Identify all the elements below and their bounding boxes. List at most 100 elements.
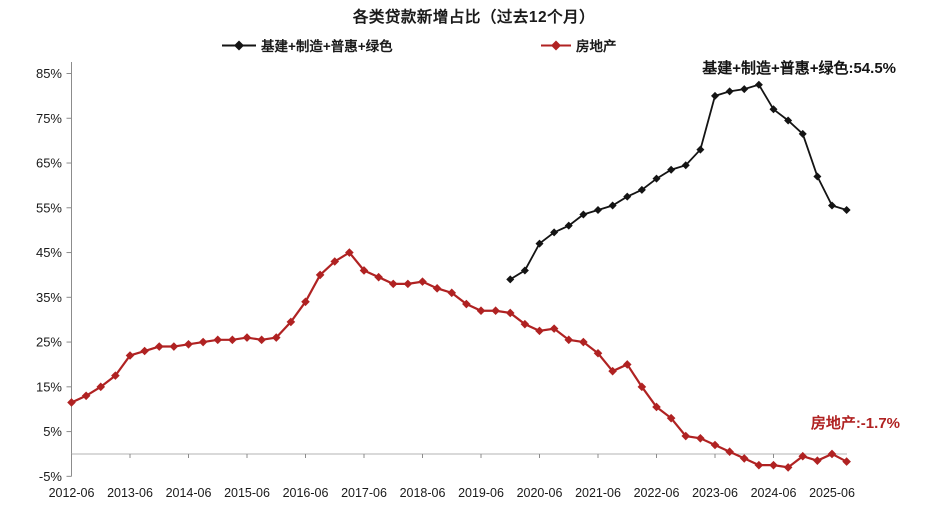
y-tick-label: 75% xyxy=(36,111,62,126)
data-point-diamond xyxy=(330,257,340,266)
data-point-diamond xyxy=(711,91,719,100)
chart-title: 各类贷款新增占比（过去12个月） xyxy=(352,9,596,26)
data-point-diamond xyxy=(666,413,676,423)
data-point-diamond xyxy=(579,337,588,347)
black-diamond-marker-icon xyxy=(222,40,256,50)
data-point-diamond xyxy=(608,366,617,376)
data-point-diamond xyxy=(696,433,705,443)
x-tick-label: 2019-06 xyxy=(458,486,504,500)
data-point-diamond xyxy=(681,431,691,441)
data-point-diamond xyxy=(579,210,588,219)
chart-legend: 基建+制造+普惠+绿色 房地产 xyxy=(0,35,948,55)
data-point-diamond xyxy=(505,308,515,318)
data-point-diamond xyxy=(374,272,383,282)
data-point-diamond xyxy=(140,346,149,356)
x-tick-label: 2023-06 xyxy=(692,486,738,500)
data-point-diamond xyxy=(257,335,266,345)
legend-label-infra: 基建+制造+普惠+绿色 xyxy=(261,39,393,54)
legend-item-infra: 基建+制造+普惠+绿色 xyxy=(222,35,393,55)
y-tick-label: 65% xyxy=(36,156,62,171)
legend-item-realestate: 房地产 xyxy=(541,35,617,55)
data-point-diamond xyxy=(550,228,559,237)
data-point-diamond xyxy=(710,440,720,450)
y-tick-label: 15% xyxy=(36,379,62,394)
data-point-diamond xyxy=(725,447,734,457)
data-point-diamond xyxy=(286,317,296,327)
data-point-diamond xyxy=(447,288,457,298)
data-point-diamond xyxy=(740,85,749,94)
y-tick-label: 35% xyxy=(36,290,62,305)
x-tick-label: 2020-06 xyxy=(517,486,563,500)
data-point-diamond xyxy=(67,398,76,407)
data-point-diamond xyxy=(154,342,164,351)
data-point-diamond xyxy=(345,248,354,257)
data-point-diamond xyxy=(754,80,763,89)
data-point-diamond xyxy=(403,279,413,289)
data-point-diamond xyxy=(271,333,281,342)
data-point-diamond xyxy=(432,284,442,293)
data-point-diamond xyxy=(623,192,632,201)
data-point-diamond xyxy=(798,451,808,461)
legend-label-realestate: 房地产 xyxy=(576,39,617,54)
data-point-diamond xyxy=(535,239,544,248)
data-point-diamond xyxy=(169,342,179,351)
data-point-diamond xyxy=(549,324,559,333)
series-line xyxy=(71,251,848,469)
data-point-diamond xyxy=(739,454,749,463)
data-point-diamond xyxy=(608,201,617,210)
data-point-diamond xyxy=(111,371,120,380)
data-point-diamond xyxy=(125,351,135,360)
data-point-diamond xyxy=(637,185,646,194)
data-point-diamond xyxy=(667,165,676,174)
data-point-diamond xyxy=(228,335,237,345)
data-point-diamond xyxy=(506,275,515,284)
data-point-diamond xyxy=(842,206,851,215)
data-point-diamond xyxy=(813,456,822,465)
x-tick-label: 2022-06 xyxy=(634,486,680,500)
y-tick-label: 5% xyxy=(43,424,62,439)
data-point-diamond xyxy=(388,279,398,289)
data-point-diamond xyxy=(81,391,91,401)
data-point-diamond xyxy=(813,172,822,181)
y-tick-label: 55% xyxy=(36,200,62,215)
data-point-diamond xyxy=(798,129,807,138)
red-diamond-marker-icon xyxy=(541,40,571,50)
series-line xyxy=(509,83,847,281)
x-tick-label: 2015-06 xyxy=(224,486,270,500)
data-point-diamond xyxy=(198,337,208,347)
x-tick-label: 2014-06 xyxy=(166,486,212,500)
data-point-diamond xyxy=(520,319,530,329)
x-tick-label: 2016-06 xyxy=(283,486,329,500)
data-point-diamond xyxy=(564,335,574,345)
series-infra xyxy=(506,80,851,284)
y-axis: 85% 75% 65% 55% 45% 35% 25% 15% 5% -5% xyxy=(36,62,72,484)
data-point-diamond xyxy=(783,463,793,472)
data-point-diamond xyxy=(242,333,252,342)
data-point-diamond xyxy=(564,221,573,230)
data-point-diamond xyxy=(184,339,193,349)
data-point-diamond xyxy=(769,105,778,114)
y-tick-label: 45% xyxy=(36,245,62,260)
y-tick-label: -5% xyxy=(39,469,63,484)
data-point-diamond xyxy=(637,382,647,392)
data-point-diamond xyxy=(462,299,471,309)
data-point-diamond xyxy=(594,206,602,215)
x-tick-label: 2013-06 xyxy=(107,486,153,500)
data-point-diamond xyxy=(535,326,544,336)
data-point-diamond xyxy=(842,457,851,466)
x-tick-label: 2012-06 xyxy=(49,486,95,500)
data-point-diamond xyxy=(315,270,325,280)
data-point-diamond xyxy=(827,449,837,459)
series-realestate xyxy=(67,248,851,472)
y-tick-label: 25% xyxy=(36,335,62,350)
data-point-diamond xyxy=(96,382,106,392)
data-point-diamond xyxy=(769,460,778,470)
data-point-diamond xyxy=(520,266,529,275)
annotation-infra-latest-value: 基建+制造+普惠+绿色:54.5% xyxy=(702,60,896,77)
data-point-diamond xyxy=(359,266,369,275)
data-point-diamond xyxy=(784,116,793,125)
data-point-diamond xyxy=(725,87,734,96)
annotation-realestate-latest-value: 房地产:-1.7% xyxy=(810,415,900,432)
data-point-diamond xyxy=(476,306,486,316)
